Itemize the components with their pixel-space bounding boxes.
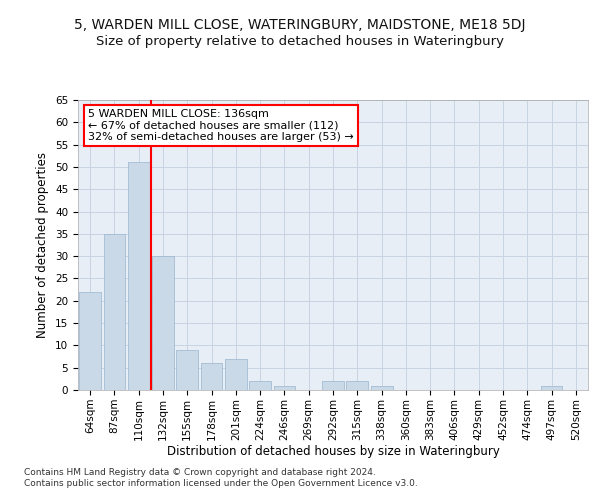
Bar	[200, 363, 223, 390]
Bar	[346, 381, 368, 390]
Text: Size of property relative to detached houses in Wateringbury: Size of property relative to detached ho…	[96, 35, 504, 48]
Bar	[152, 256, 174, 390]
Bar	[104, 234, 125, 390]
Y-axis label: Number of detached properties: Number of detached properties	[37, 152, 49, 338]
Bar	[371, 386, 392, 390]
Text: 5 WARDEN MILL CLOSE: 136sqm
← 67% of detached houses are smaller (112)
32% of se: 5 WARDEN MILL CLOSE: 136sqm ← 67% of det…	[88, 108, 354, 142]
Text: Contains HM Land Registry data © Crown copyright and database right 2024.
Contai: Contains HM Land Registry data © Crown c…	[24, 468, 418, 487]
Bar	[249, 381, 271, 390]
Bar	[79, 292, 101, 390]
Bar	[225, 359, 247, 390]
Bar	[541, 386, 562, 390]
Bar	[274, 386, 295, 390]
X-axis label: Distribution of detached houses by size in Wateringbury: Distribution of detached houses by size …	[167, 446, 499, 458]
Text: 5, WARDEN MILL CLOSE, WATERINGBURY, MAIDSTONE, ME18 5DJ: 5, WARDEN MILL CLOSE, WATERINGBURY, MAID…	[74, 18, 526, 32]
Bar	[128, 162, 149, 390]
Bar	[176, 350, 198, 390]
Bar	[322, 381, 344, 390]
